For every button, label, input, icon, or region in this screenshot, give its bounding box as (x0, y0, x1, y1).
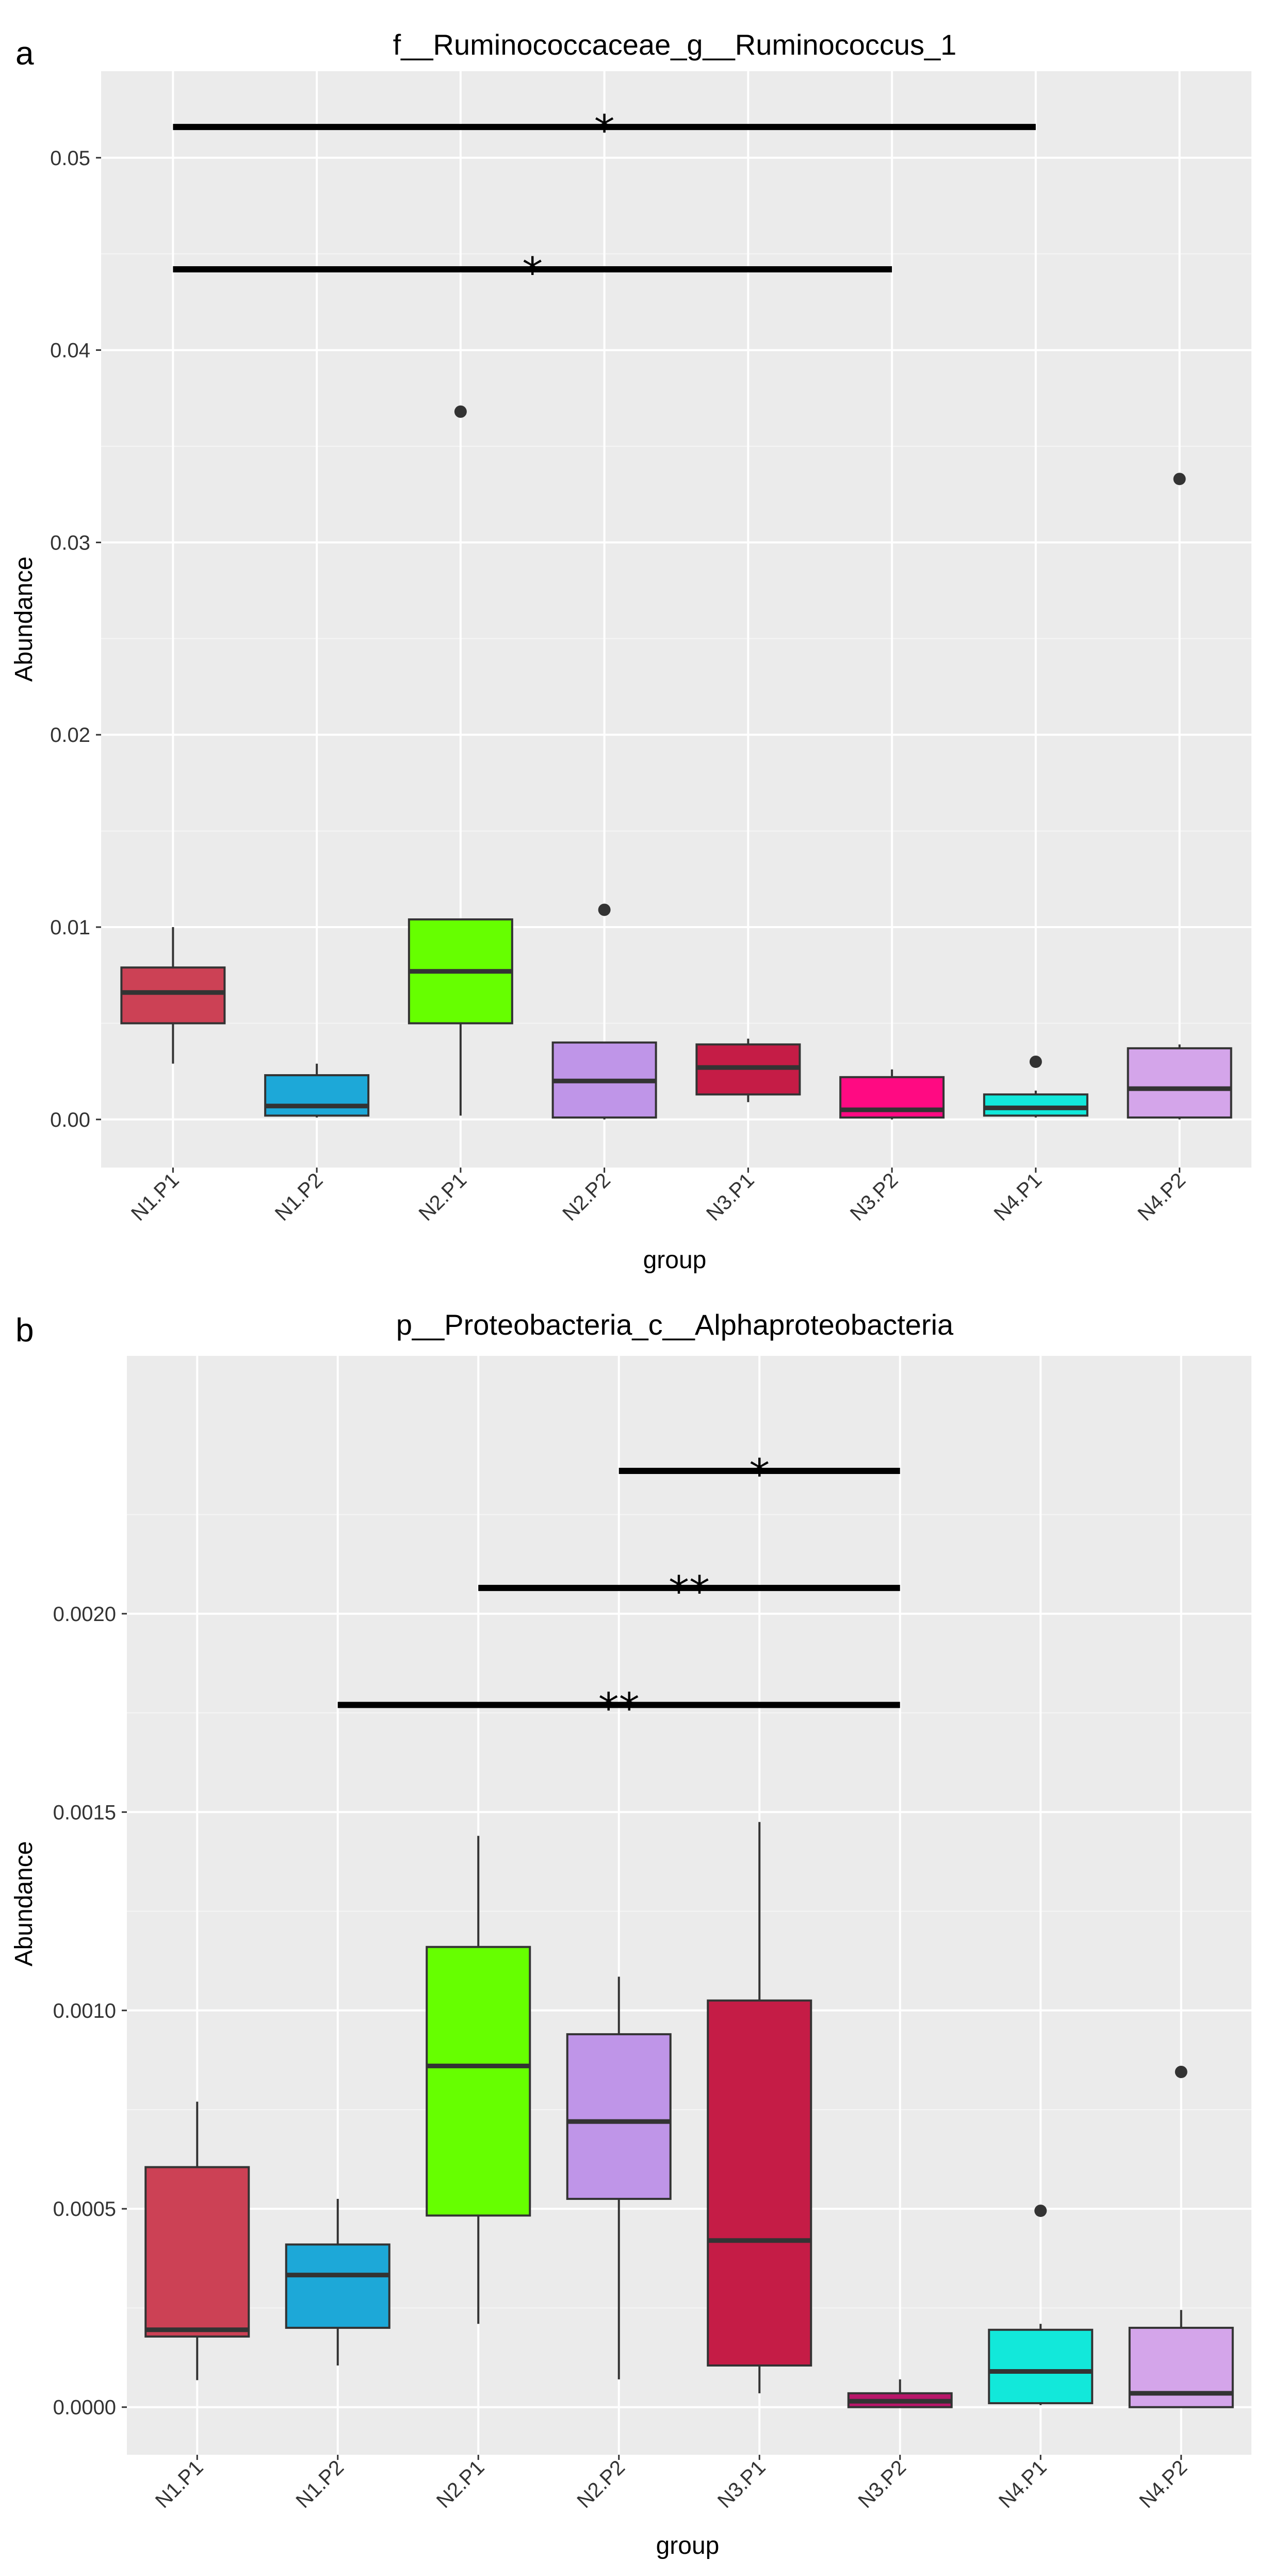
outlier-point (454, 405, 467, 418)
box-n4-p2 (1128, 2065, 1234, 2408)
panel-b-x-axis-label: group (656, 2532, 720, 2559)
outlier-point (1029, 1055, 1042, 1068)
box-n1-p2 (264, 1063, 370, 1118)
y-tick-label: 0.0010 (53, 2000, 116, 2022)
box-n2-p2 (551, 903, 657, 1120)
box-body (285, 2243, 390, 2329)
y-tick-label: 0.0000 (53, 2396, 116, 2419)
box-body (120, 966, 226, 1025)
box-body (1127, 1047, 1232, 1119)
panel-b-y-axis-label: Abundance (10, 1841, 38, 1967)
outlier-point (598, 903, 611, 916)
panel-a-y-axis-label: Abundance (10, 557, 38, 682)
box-n3-p1 (707, 1822, 812, 2393)
box-n2-p1 (426, 1836, 531, 2324)
significance-bracket: * (173, 249, 892, 297)
significance-label: * (749, 1450, 770, 1498)
box-n1-p1 (120, 927, 226, 1064)
box-body (426, 1946, 531, 2217)
significance-label: * (522, 249, 543, 297)
box-n1-p2 (285, 2199, 390, 2366)
y-tick-label: 0.05 (50, 147, 90, 170)
box-body (264, 1074, 370, 1117)
box-n2-p1 (408, 405, 513, 1116)
box-n2-p2 (566, 1976, 672, 2379)
y-tick-label: 0.03 (50, 531, 90, 554)
y-tick-label: 0.0015 (53, 1801, 116, 1824)
significance-bracket: * (618, 1450, 900, 1498)
box-body (144, 2166, 250, 2338)
outlier-point (1175, 2065, 1187, 2078)
panel-a-label: a (15, 35, 34, 72)
outlier-point (1173, 473, 1186, 485)
outlier-point (1034, 2205, 1047, 2217)
significance-bracket: * (173, 106, 1036, 154)
box-n3-p1 (695, 1039, 801, 1103)
y-tick-label: 0.02 (50, 724, 90, 747)
significance-label: * (594, 106, 615, 154)
y-tick-label: 0.04 (50, 339, 90, 362)
significance-label: ** (669, 1567, 710, 1615)
significance-bracket: ** (478, 1567, 900, 1615)
significance-label: ** (598, 1684, 640, 1732)
y-tick-label: 0.00 (50, 1109, 90, 1131)
panel-a: a f__Ruminococcaceae_g__Ruminococcus_1 0… (10, 28, 1251, 1274)
box-n4-p2 (1127, 473, 1232, 1120)
box-n3-p2 (847, 2379, 953, 2408)
box-body (988, 2328, 1094, 2405)
panel-b-label: b (15, 1311, 34, 1349)
significance-bracket: ** (337, 1684, 900, 1732)
panel-b: b p__Proteobacteria_c__Alphaproteobacter… (10, 1308, 1251, 2559)
box-n4-p1 (983, 1055, 1088, 1118)
box-body (566, 2033, 672, 2200)
panel-b-title: p__Proteobacteria_c__Alphaproteobacteria (396, 1308, 954, 1341)
y-tick-label: 0.01 (50, 916, 90, 939)
y-tick-label: 0.0020 (53, 1603, 116, 1626)
panel-a-x-axis-label: group (643, 1246, 707, 1274)
panel-a-title: f__Ruminococcaceae_g__Ruminococcus_1 (393, 28, 957, 61)
box-body (707, 1999, 812, 2367)
box-n3-p2 (839, 1069, 945, 1120)
box-n4-p1 (988, 2205, 1094, 2405)
box-n1-p1 (144, 2101, 250, 2380)
y-tick-label: 0.0005 (53, 2198, 116, 2221)
box-body (983, 1093, 1088, 1117)
panel-a-plot-background (101, 71, 1251, 1168)
